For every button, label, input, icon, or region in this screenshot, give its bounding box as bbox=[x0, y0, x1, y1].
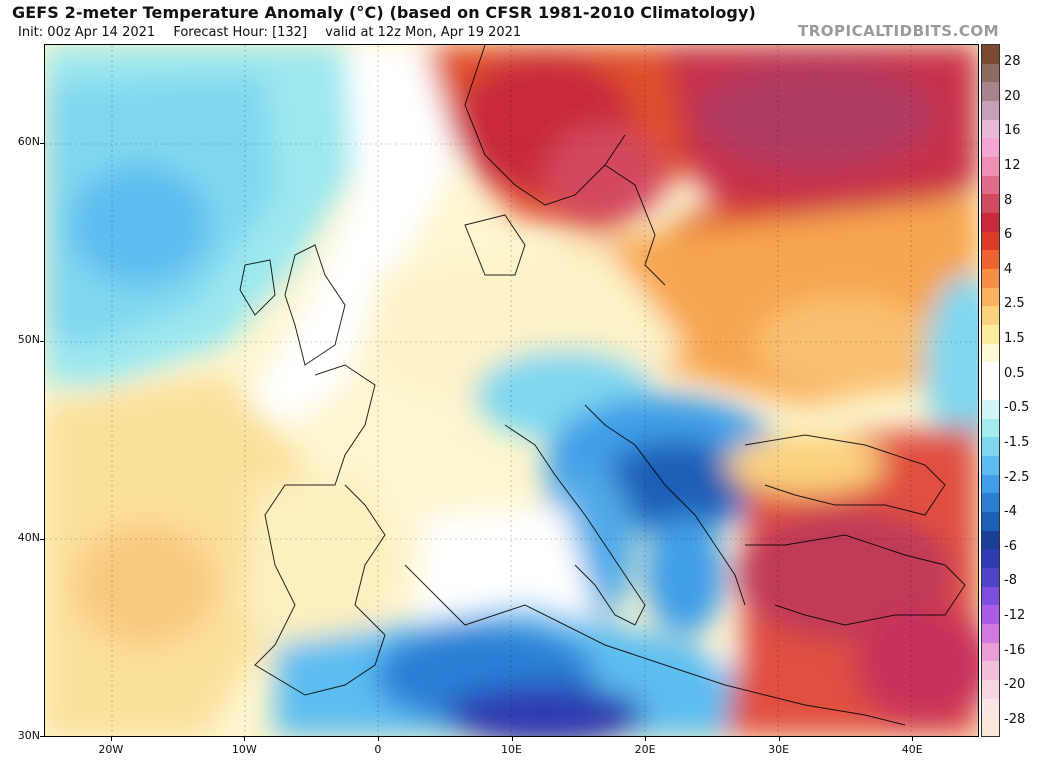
chart-title: GEFS 2-meter Temperature Anomaly (°C) (b… bbox=[12, 3, 756, 22]
colorbar-segment bbox=[982, 269, 999, 289]
colorbar-segment bbox=[982, 549, 999, 569]
colorbar-segment bbox=[982, 306, 999, 326]
map-svg bbox=[45, 45, 978, 736]
lat-label: 60N bbox=[17, 135, 40, 148]
colorbar-segment bbox=[982, 175, 999, 195]
lon-label: 0 bbox=[374, 743, 382, 756]
lon-tick bbox=[511, 737, 513, 741]
colorbar-label: 0.5 bbox=[1004, 365, 1025, 381]
lon-label: 30E bbox=[768, 743, 790, 756]
lat-label: 50N bbox=[17, 333, 40, 346]
forecast-info: Init: 00z Apr 14 2021 Forecast Hour: [13… bbox=[18, 25, 535, 40]
colorbar-label: 8 bbox=[1004, 192, 1013, 208]
colorbar-label: -12 bbox=[1004, 608, 1026, 624]
lon-tick bbox=[377, 737, 379, 741]
colorbar-label: 12 bbox=[1004, 157, 1021, 173]
colorbar-label: 2.5 bbox=[1004, 296, 1025, 312]
colorbar-label: 20 bbox=[1004, 88, 1021, 104]
colorbar-segment bbox=[982, 605, 999, 625]
colorbar-segment bbox=[982, 45, 999, 65]
lat-label: 40N bbox=[17, 531, 40, 544]
colorbar-label: 16 bbox=[1004, 123, 1021, 139]
colorbar-segment bbox=[982, 418, 999, 438]
colorbar-label: -4 bbox=[1004, 504, 1017, 520]
colorbar-label: -2.5 bbox=[1004, 469, 1030, 485]
colorbar-label: -16 bbox=[1004, 642, 1026, 658]
colorbar-label: 6 bbox=[1004, 227, 1013, 243]
temperature-anomaly-map bbox=[44, 44, 979, 737]
init-time: Init: 00z Apr 14 2021 bbox=[18, 25, 156, 40]
colorbar-segment bbox=[982, 567, 999, 588]
colorbar-label: -1.5 bbox=[1004, 434, 1030, 450]
colorbar-label: -8 bbox=[1004, 573, 1017, 589]
colorbar-segment bbox=[982, 679, 999, 700]
colorbar-segment bbox=[982, 381, 999, 401]
coastlines bbox=[239, 45, 966, 726]
colorbar-segment bbox=[982, 63, 999, 83]
colorbar-segment bbox=[982, 119, 999, 139]
lat-tick bbox=[40, 341, 44, 342]
colorbar-segment bbox=[982, 194, 999, 214]
lon-tick bbox=[778, 737, 780, 741]
colorbar bbox=[981, 44, 1000, 737]
colorbar-segment bbox=[982, 642, 999, 662]
colorbar-segment bbox=[982, 511, 999, 532]
lat-label: 30N bbox=[17, 729, 40, 742]
lon-tick bbox=[645, 737, 647, 741]
colorbar-segment bbox=[982, 287, 999, 307]
anomaly-field bbox=[45, 45, 978, 736]
forecast-hour: Forecast Hour: [132] bbox=[173, 25, 308, 40]
colorbar-label: 4 bbox=[1004, 261, 1013, 277]
lat-tick bbox=[40, 143, 44, 144]
colorbar-segment bbox=[982, 437, 999, 457]
lon-tick bbox=[912, 737, 914, 741]
colorbar-segment bbox=[982, 661, 999, 681]
colorbar-segment bbox=[982, 455, 999, 476]
colorbar-segment bbox=[982, 586, 999, 606]
colorbar-segment bbox=[982, 623, 999, 644]
colorbar-segment bbox=[982, 101, 999, 121]
colorbar-segment bbox=[982, 530, 999, 550]
colorbar-segment bbox=[982, 213, 999, 233]
lon-tick bbox=[244, 737, 246, 741]
colorbar-segment bbox=[982, 343, 999, 363]
valid-time: valid at 12z Mon, Apr 19 2021 bbox=[325, 25, 522, 40]
lon-label: 10E bbox=[501, 743, 522, 756]
colorbar-segment bbox=[982, 82, 999, 102]
colorbar-segment bbox=[982, 138, 999, 158]
lon-label: 10W bbox=[231, 743, 257, 756]
colorbar-segment bbox=[982, 250, 999, 270]
colorbar-label: -28 bbox=[1004, 712, 1026, 727]
lon-label: 20W bbox=[98, 743, 124, 756]
colorbar-segment bbox=[982, 717, 999, 737]
colorbar-label: -20 bbox=[1004, 677, 1026, 693]
colorbar-segment bbox=[982, 698, 999, 718]
colorbar-label: 28 bbox=[1004, 54, 1021, 69]
colorbar-segment bbox=[982, 474, 999, 494]
colorbar-segment bbox=[982, 362, 999, 382]
colorbar-label: -6 bbox=[1004, 538, 1017, 554]
colorbar-segment bbox=[982, 325, 999, 345]
lat-tick bbox=[40, 539, 44, 540]
colorbar-label: -0.5 bbox=[1004, 400, 1030, 416]
colorbar-segment bbox=[982, 493, 999, 513]
site-watermark: TROPICALTIDBITS.COM bbox=[798, 22, 999, 40]
colorbar-segment bbox=[982, 157, 999, 177]
lon-label: 20E bbox=[634, 743, 656, 756]
graticule bbox=[45, 45, 978, 736]
colorbar-segment bbox=[982, 231, 999, 251]
lat-tick bbox=[40, 736, 44, 737]
lon-tick bbox=[110, 737, 112, 741]
colorbar-label: 1.5 bbox=[1004, 331, 1025, 347]
lon-label: 40E bbox=[901, 743, 923, 756]
colorbar-segment bbox=[982, 399, 999, 419]
